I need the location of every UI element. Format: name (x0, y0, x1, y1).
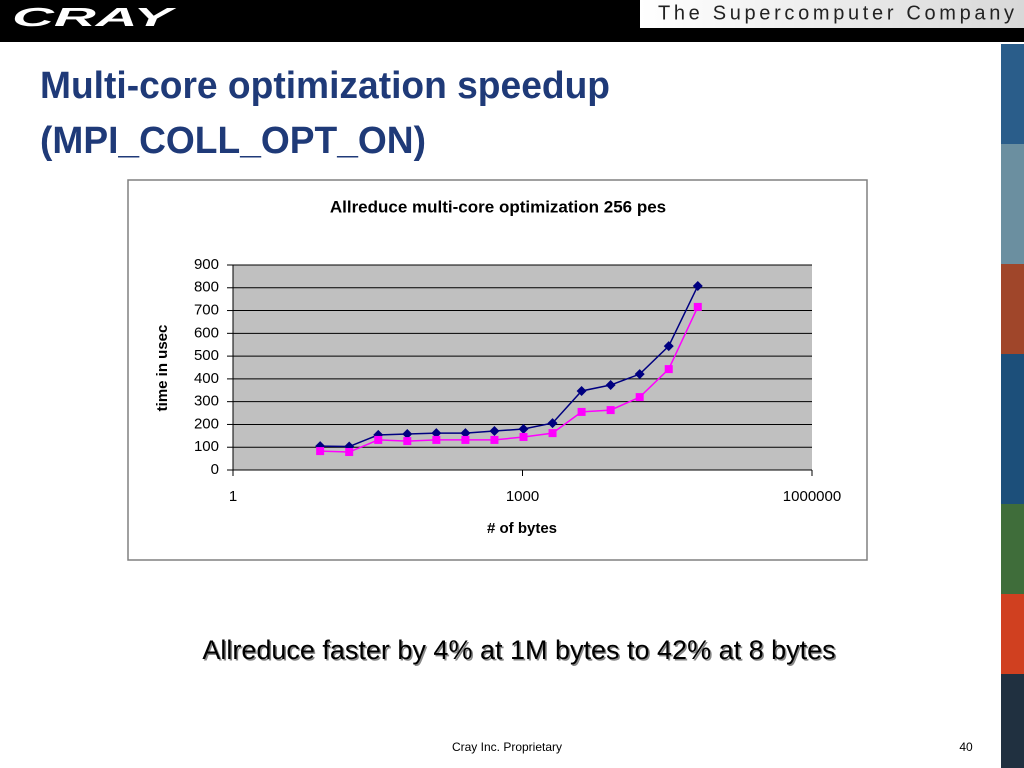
marker (548, 429, 557, 438)
y-tick-label: 700 (194, 302, 219, 319)
tagline-bg (640, 0, 1024, 28)
y-tick-label: 800 (194, 279, 219, 296)
strip-part (1001, 354, 1024, 504)
series-line (320, 306, 699, 453)
y-tick-label: 300 (194, 393, 219, 410)
y-axis-label: time in usec (154, 325, 171, 412)
x-tick-label: 1000 (506, 488, 539, 505)
strip-part (1001, 594, 1024, 674)
plot: 0 100 200 300 400 500 600 700 800 900 1 1000 1000000 (194, 256, 841, 505)
marker (460, 428, 471, 439)
slide-title: Multi-core optimization speedup (40, 65, 610, 107)
marker (693, 302, 702, 311)
marker (461, 435, 470, 444)
marker (431, 428, 442, 439)
y-tick-label: 100 (194, 438, 219, 455)
marker (316, 447, 325, 456)
strip-part (1001, 674, 1024, 768)
x-tick-label: 1 (229, 488, 237, 505)
y-tick-label: 900 (194, 256, 219, 273)
strip-part (1001, 44, 1024, 144)
marker (374, 435, 383, 444)
marker (345, 448, 354, 457)
x-axis-label: # of bytes (487, 520, 557, 537)
marker (664, 365, 673, 374)
y-tick-label: 400 (194, 370, 219, 387)
logo: CRAY (12, 2, 178, 32)
marker (577, 407, 586, 416)
y-tick-label: 0 (211, 461, 219, 478)
marker (576, 385, 587, 396)
marker (432, 435, 441, 444)
marker (489, 426, 500, 437)
chart-title: Allreduce multi-core optimization 256 pe… (330, 197, 666, 216)
footer: Cray Inc. Proprietary (452, 740, 562, 754)
strip-part (1001, 264, 1024, 354)
y-tick-label: 600 (194, 324, 219, 341)
marker (519, 432, 528, 441)
page-number: 40 (959, 740, 973, 754)
caption: Allreduce faster by 4% at 1M bytes to 42… (202, 635, 835, 665)
y-tick-label: 500 (194, 347, 219, 364)
marker (634, 369, 645, 380)
marker (518, 424, 529, 434)
marker (635, 393, 644, 402)
marker (605, 380, 616, 391)
caption-shadow: Allreduce faster by 4% at 1M bytes to 42… (204, 637, 837, 667)
slide-title: (MPI_COLL_OPT_ON) (40, 120, 426, 162)
marker (547, 418, 558, 429)
strip-part (1001, 144, 1024, 264)
marker (403, 437, 412, 446)
x-tick-label: 1000000 (783, 488, 841, 505)
marker (663, 341, 674, 352)
marker (490, 435, 499, 444)
tagline: The Supercomputer Company (658, 2, 1014, 24)
marker (692, 280, 703, 291)
y-tick-label: 200 (194, 415, 219, 432)
strip-part (1001, 504, 1024, 594)
marker (402, 429, 413, 440)
marker (606, 406, 615, 415)
side-strip (1001, 44, 1024, 768)
